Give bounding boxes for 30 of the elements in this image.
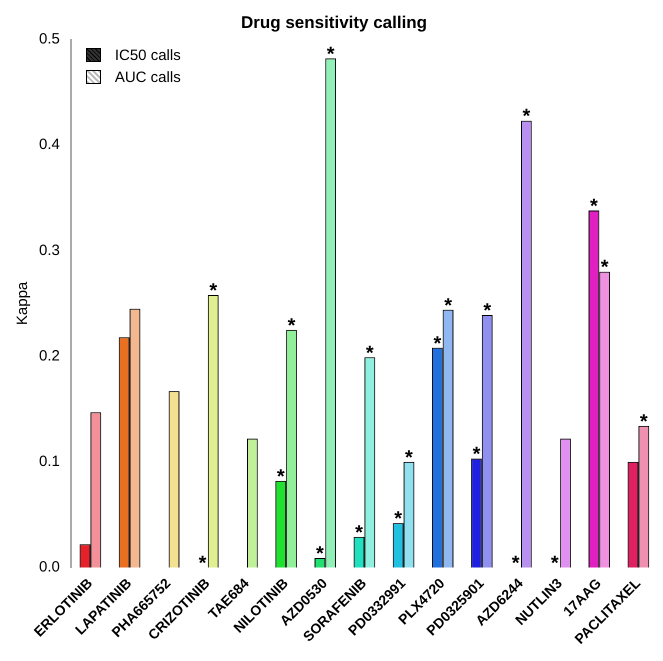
chart-title: Drug sensitivity calling: [240, 12, 428, 32]
data-label: *: [394, 508, 402, 530]
data-label: *: [288, 314, 296, 337]
y-tick-label: 0.2: [38, 347, 60, 364]
data-label: *: [483, 300, 492, 322]
data-label: *: [326, 43, 335, 66]
data-label: *: [472, 444, 481, 466]
legend-label: AUC calls: [114, 68, 181, 86]
data-label: *: [433, 332, 442, 355]
y-tick-label: 0.3: [38, 242, 60, 259]
legend-label: IC50 calls: [114, 46, 181, 64]
y-tick-label: 0.0: [38, 558, 60, 576]
data-label: *: [550, 552, 559, 574]
data-label: *: [366, 342, 374, 364]
data-label: *: [512, 552, 520, 574]
data-label: *: [276, 466, 285, 488]
data-label: *: [640, 410, 648, 433]
y-tick-label: 0.5: [38, 30, 60, 48]
data-label: *: [405, 446, 414, 469]
data-label: *: [590, 195, 598, 218]
data-label: *: [316, 542, 324, 565]
data-label: *: [209, 280, 218, 302]
data-label: *: [444, 294, 452, 317]
data-label: *: [355, 522, 364, 544]
y-tick-label: 0.4: [38, 136, 60, 154]
data-label: *: [522, 106, 530, 128]
y-tick-label: 0.1: [38, 452, 60, 470]
data-label: *: [198, 552, 207, 574]
data-label: *: [600, 256, 609, 279]
y-axis-title: Kappa: [14, 281, 32, 326]
